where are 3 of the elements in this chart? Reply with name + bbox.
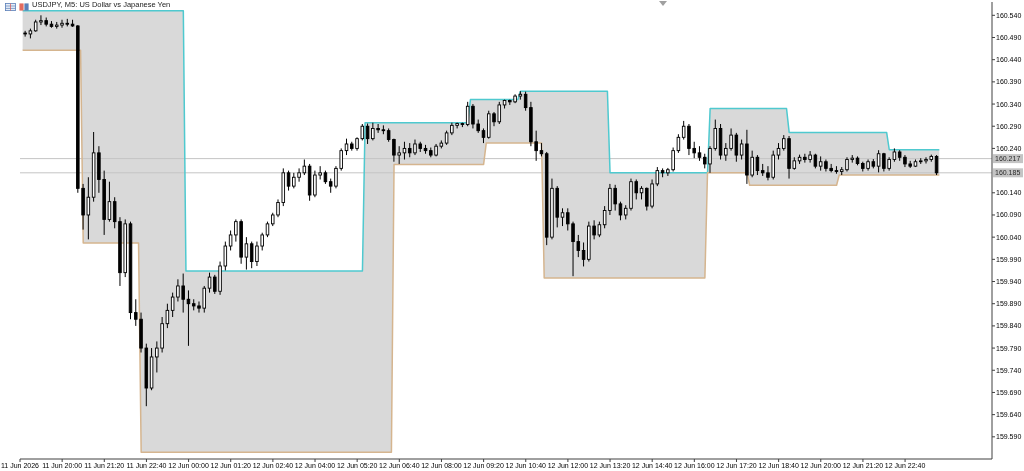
candlestick <box>618 201 623 221</box>
candlestick <box>207 272 212 294</box>
candlestick <box>934 154 939 176</box>
